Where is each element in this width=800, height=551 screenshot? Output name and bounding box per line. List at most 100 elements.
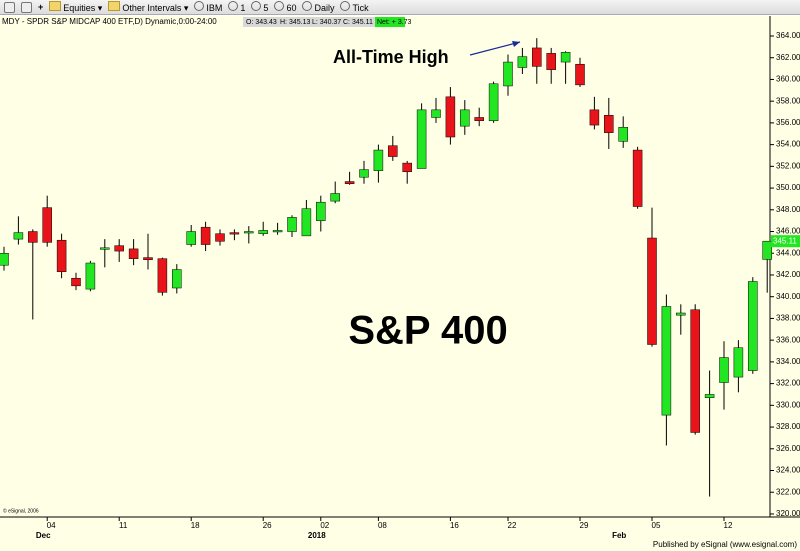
button[interactable]: Daily bbox=[302, 1, 334, 13]
x-tick-label: 05 bbox=[652, 521, 661, 530]
button-label: 1 bbox=[240, 3, 246, 13]
x-tick-label: 12 bbox=[724, 521, 733, 530]
candle-body bbox=[258, 230, 268, 234]
candle-body bbox=[0, 252, 9, 266]
candle-body bbox=[460, 109, 470, 127]
x-period-label: Dec bbox=[36, 531, 51, 540]
price-tag bbox=[771, 235, 800, 248]
x-period-label: 2018 bbox=[308, 531, 326, 540]
button-label: 60 bbox=[286, 3, 297, 13]
y-tick-label: 352.00 bbox=[776, 161, 800, 170]
y-tick-label: 344.00 bbox=[776, 248, 800, 257]
candle-body bbox=[416, 109, 427, 169]
button[interactable]: 1 bbox=[228, 1, 245, 13]
candle-body bbox=[100, 247, 110, 250]
candle-body bbox=[431, 109, 441, 118]
candle-body bbox=[244, 231, 254, 234]
x-tick-label: 26 bbox=[263, 521, 272, 530]
y-tick-label: 338.00 bbox=[776, 314, 800, 323]
candle-body bbox=[301, 208, 312, 237]
candle-body bbox=[28, 231, 38, 243]
candle-body bbox=[748, 281, 758, 371]
candle-body bbox=[359, 169, 369, 178]
net-label: Net: + 3.73 bbox=[377, 19, 412, 26]
candle-body bbox=[85, 262, 96, 290]
y-tick-label: 358.00 bbox=[776, 96, 800, 105]
x-tick-label: 04 bbox=[47, 521, 56, 530]
footer: Published by eSignal (www.esignal.com) bbox=[653, 540, 797, 549]
menu[interactable]: Other Intervals ▾ bbox=[108, 0, 188, 14]
y-tick-label: 340.00 bbox=[776, 292, 800, 301]
x-tick-label: 16 bbox=[450, 521, 459, 530]
candle-body bbox=[474, 117, 484, 121]
y-tick-label: 360.00 bbox=[776, 75, 800, 84]
candle-body bbox=[560, 52, 571, 63]
menu-label: Equities bbox=[63, 2, 96, 13]
y-tick-label: 334.00 bbox=[776, 357, 800, 366]
candle-body bbox=[143, 257, 153, 261]
candle-body bbox=[690, 309, 700, 433]
candle-body bbox=[704, 394, 715, 398]
candle-body bbox=[402, 162, 412, 173]
y-tick-label: 324.00 bbox=[776, 466, 800, 475]
button[interactable]: IBM bbox=[194, 1, 222, 13]
candle-body bbox=[114, 245, 124, 252]
copyright: © eSignal, 2006 bbox=[3, 507, 39, 514]
y-tick-label: 320.00 bbox=[776, 509, 800, 518]
candle-body bbox=[719, 357, 729, 383]
button-label: 5 bbox=[263, 3, 269, 13]
candle-body bbox=[42, 207, 52, 243]
candle-body bbox=[316, 201, 326, 221]
y-tick-label: 356.00 bbox=[776, 118, 800, 127]
ohlc-label: C: 345.11 bbox=[343, 19, 373, 26]
candle-body bbox=[589, 109, 600, 126]
ohlc-label: L: 340.37 bbox=[312, 19, 341, 26]
menu-label: Other Intervals bbox=[122, 2, 182, 13]
candle-body bbox=[647, 237, 657, 345]
candle-body bbox=[344, 181, 355, 184]
icon[interactable]: + bbox=[38, 2, 44, 12]
annotation-arrow bbox=[469, 41, 521, 56]
y-tick-label: 346.00 bbox=[776, 227, 800, 236]
candle-body bbox=[229, 232, 240, 235]
x-tick-label: 29 bbox=[580, 521, 589, 530]
ohlc-label: H: 345.13 bbox=[280, 19, 310, 26]
candle-body bbox=[575, 63, 585, 86]
candle-body bbox=[618, 126, 628, 142]
y-tick-label: 362.00 bbox=[776, 53, 800, 62]
candle-body bbox=[200, 226, 211, 245]
x-period-label: Feb bbox=[612, 531, 626, 540]
icon[interactable] bbox=[21, 1, 32, 13]
y-tick-label: 332.00 bbox=[776, 379, 800, 388]
net-box bbox=[375, 17, 405, 27]
x-tick-label: 11 bbox=[119, 521, 128, 530]
chart-background bbox=[0, 16, 800, 551]
candle-body bbox=[157, 258, 168, 293]
annotation: S&P 400 bbox=[348, 309, 507, 353]
x-tick-label: 18 bbox=[191, 521, 200, 530]
x-tick-label: 08 bbox=[378, 521, 387, 530]
menu[interactable]: Equities ▾ bbox=[49, 0, 102, 14]
button[interactable]: Tick bbox=[340, 1, 369, 13]
x-tick-label: 22 bbox=[508, 521, 517, 530]
candle-body bbox=[517, 56, 528, 68]
y-tick-label: 336.00 bbox=[776, 335, 800, 344]
y-tick-label: 354.00 bbox=[776, 140, 800, 149]
y-tick-label: 342.00 bbox=[776, 270, 800, 279]
y-tick-label: 328.00 bbox=[776, 422, 800, 431]
button[interactable]: 5 bbox=[251, 1, 268, 13]
candle-body bbox=[56, 239, 67, 272]
candle-body bbox=[128, 248, 139, 259]
button-label: IBM bbox=[206, 3, 223, 13]
candle-body bbox=[733, 347, 744, 378]
y-tick-label: 348.00 bbox=[776, 205, 800, 214]
chart: MDY - SPDR S&P MIDCAP 400 ETF,D) Dynamic… bbox=[0, 16, 800, 551]
y-tick-label: 326.00 bbox=[776, 444, 800, 453]
icon[interactable] bbox=[4, 1, 15, 13]
candle-body bbox=[676, 312, 686, 316]
y-tick-label: 322.00 bbox=[776, 487, 800, 496]
candle-body bbox=[762, 240, 772, 260]
button[interactable]: 60 bbox=[274, 1, 296, 13]
arrow-head bbox=[512, 41, 520, 47]
candle-body bbox=[373, 149, 384, 171]
